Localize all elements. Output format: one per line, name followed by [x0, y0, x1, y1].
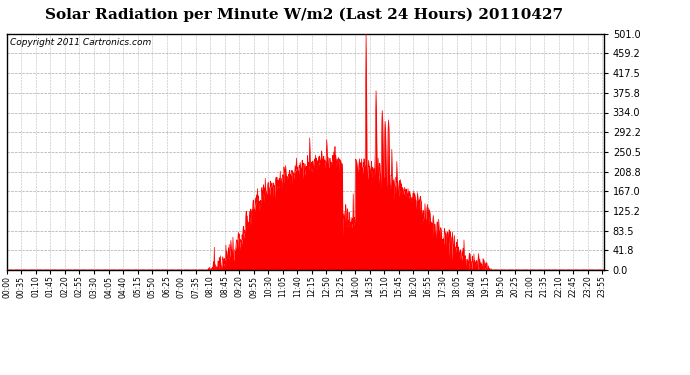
Text: Copyright 2011 Cartronics.com: Copyright 2011 Cartronics.com [10, 39, 151, 48]
Text: Solar Radiation per Minute W/m2 (Last 24 Hours) 20110427: Solar Radiation per Minute W/m2 (Last 24… [45, 8, 562, 22]
